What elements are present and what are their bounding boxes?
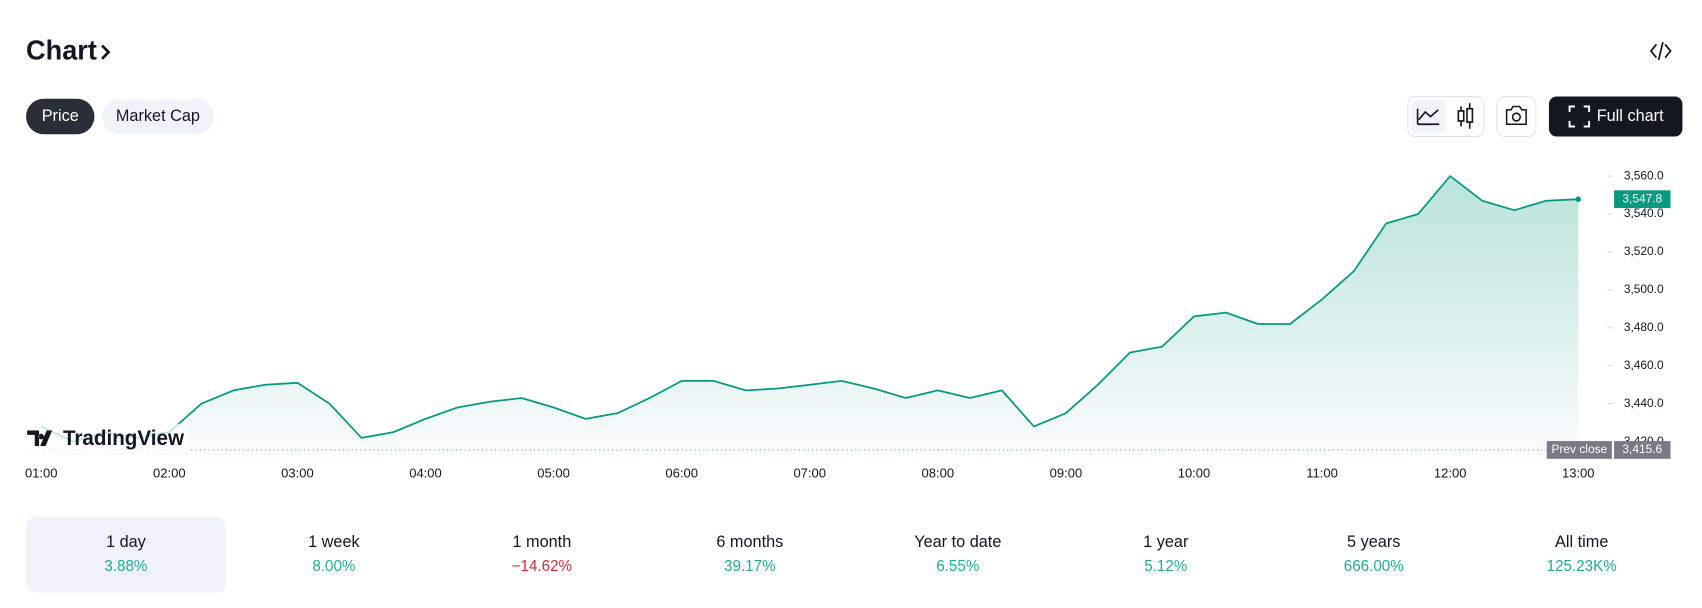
- period-change: 125.23K%: [1547, 558, 1617, 575]
- prev-close-value: 3,415.6: [1622, 442, 1662, 456]
- period-change: 8.00%: [312, 558, 355, 575]
- x-tick-label: 11:00: [1306, 465, 1338, 480]
- fullscreen-icon: [1568, 105, 1591, 128]
- tab-price[interactable]: [26, 98, 95, 135]
- period-change: 6.55%: [936, 558, 979, 575]
- candle-icon: [1466, 107, 1474, 123]
- period-change: 5.12%: [1144, 558, 1187, 575]
- y-tick-label: 3,460.0: [1624, 358, 1664, 372]
- period-label: 1 week: [308, 533, 360, 551]
- period-button[interactable]: [26, 517, 226, 592]
- area: [41, 176, 1579, 455]
- brand-name: TradingView: [63, 427, 185, 450]
- period-button[interactable]: [1066, 517, 1266, 592]
- line-chart-button[interactable]: [1411, 99, 1446, 134]
- embed-icon[interactable]: [1649, 41, 1672, 61]
- x-tick-label: 07:00: [793, 465, 826, 480]
- y-tick-label: 3,540.0: [1624, 206, 1664, 220]
- period-button[interactable]: [650, 517, 850, 592]
- line-icon: [1416, 108, 1440, 126]
- camera-icon: [1511, 112, 1521, 122]
- last-price-label: 3,547.8: [1622, 191, 1662, 205]
- y-tick-label: 3,560.0: [1624, 168, 1664, 182]
- x-tick-label: 12:00: [1434, 465, 1467, 480]
- period-button[interactable]: [858, 517, 1058, 592]
- prev-close-name: Prev close: [1551, 442, 1607, 456]
- title-chevron[interactable]: [101, 44, 111, 60]
- period-change: 666.00%: [1344, 558, 1404, 575]
- x-tick-label: 06:00: [665, 465, 698, 480]
- brand-logo: [27, 430, 53, 447]
- period-button[interactable]: [1274, 517, 1474, 592]
- period-button[interactable]: [234, 517, 434, 592]
- title: Chart: [26, 34, 97, 65]
- x-tick-label: 13:00: [1562, 465, 1595, 480]
- full-chart-button[interactable]: [1548, 96, 1683, 137]
- price-line: [40, 175, 1579, 443]
- period-selected-bg: [26, 517, 226, 593]
- period-label: Year to date: [914, 533, 1001, 551]
- y-tick-label: 3,500.0: [1624, 282, 1664, 296]
- prev-close-value-box: [1614, 441, 1671, 459]
- period-label: 6 months: [716, 533, 783, 551]
- period-change: 39.17%: [724, 558, 776, 575]
- y-tick-label: 3,440.0: [1624, 396, 1664, 410]
- period-label: 1 year: [1143, 533, 1189, 551]
- period-change: 3.88%: [104, 558, 147, 575]
- x-tick-label: 10:00: [1178, 465, 1211, 480]
- period-label: 1 month: [512, 533, 571, 551]
- full-chart-label: Full chart: [1597, 107, 1664, 125]
- tab-label: Price: [42, 107, 79, 125]
- x-tick-label: 04:00: [409, 465, 442, 480]
- x-tick-label: 09:00: [1050, 465, 1083, 480]
- chart: 3,420.03,440.03,460.03,480.03,500.03,520…: [23, 168, 1671, 480]
- periods: 1 day 3.88% 1 week 8.00% 1 month −14.62% 6 mon…: [26, 517, 1682, 592]
- tab-market-cap[interactable]: [102, 98, 214, 135]
- snapshot-button[interactable]: [1496, 95, 1537, 138]
- period-button[interactable]: [442, 517, 642, 592]
- last-point: [1575, 196, 1581, 202]
- period-label: 1 day: [106, 533, 147, 551]
- tab-label: Market Cap: [116, 107, 200, 125]
- prev-close-box: [1546, 441, 1612, 459]
- period-button[interactable]: [1482, 517, 1682, 592]
- period-change: −14.62%: [512, 558, 573, 575]
- camera-icon: [1505, 105, 1527, 126]
- y-tick-label: 3,520.0: [1624, 244, 1664, 258]
- x-tick-label: 08:00: [922, 465, 955, 480]
- candle-icon: [1457, 110, 1465, 122]
- x-tick-label: 03:00: [281, 465, 314, 480]
- period-label: 5 years: [1347, 533, 1400, 551]
- last-price-box: [1614, 190, 1671, 209]
- x-tick-label: 01:00: [25, 465, 58, 480]
- brand-bg: [23, 423, 189, 453]
- y-tick-label: 3,480.0: [1624, 320, 1664, 334]
- x-tick-label: 05:00: [537, 465, 570, 480]
- x-tick-label: 02:00: [153, 465, 186, 480]
- period-label: All time: [1555, 533, 1608, 551]
